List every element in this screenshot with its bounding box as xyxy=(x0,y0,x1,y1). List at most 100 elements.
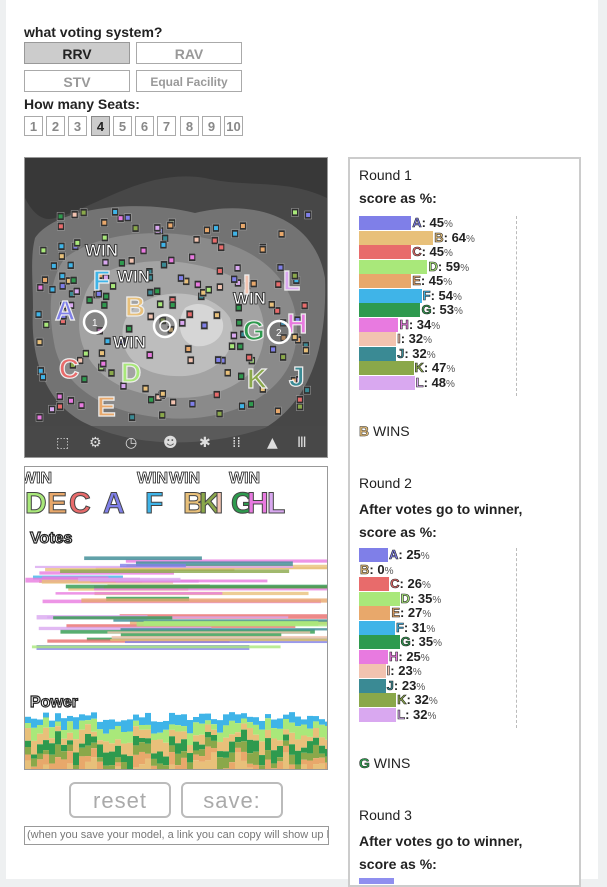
power-cell xyxy=(25,723,31,729)
candidate-marker-F[interactable]: F xyxy=(92,264,110,296)
voter-map-canvas[interactable]: ⬚ ⚙ ◷ ☻ ✱ ⁞⁞ ▲ Ⅲ WIN WIN WIN WIN A B C D E F G H I J K… xyxy=(24,157,328,458)
candidate-marker-I[interactable]: I xyxy=(242,268,251,300)
candidate-marker-C[interactable]: C xyxy=(58,352,79,384)
score-bar-H xyxy=(359,649,388,664)
candidate-marker-B[interactable]: B xyxy=(124,290,145,322)
power-cell xyxy=(109,743,115,752)
vote-line xyxy=(125,559,327,563)
power-cell xyxy=(97,761,103,769)
voter-center-handle[interactable]: 2 xyxy=(266,319,292,345)
rrv-button[interactable]: RRV xyxy=(24,42,130,64)
strip-candidate-G: G xyxy=(231,487,254,520)
equal-facility-button[interactable]: Equal Facility xyxy=(136,70,242,92)
reset-button[interactable]: reset xyxy=(69,782,171,818)
clock-icon[interactable]: ◷ xyxy=(125,435,137,451)
voting-system-question: what voting system? xyxy=(24,24,163,40)
face-icon[interactable]: ☻ xyxy=(163,435,178,451)
power-cell xyxy=(115,739,121,746)
voter-marker xyxy=(291,271,299,281)
power-cell xyxy=(319,763,325,769)
power-cell xyxy=(283,752,289,769)
seat-option-10[interactable]: 10 xyxy=(224,116,243,136)
power-cell xyxy=(301,747,307,753)
stv-button[interactable]: STV xyxy=(24,70,130,92)
power-cell xyxy=(211,740,217,749)
power-cell xyxy=(163,742,169,757)
power-cell xyxy=(289,712,295,723)
power-cell xyxy=(43,750,49,755)
voter-center-handle[interactable]: 1 xyxy=(82,309,108,335)
power-cell xyxy=(235,752,241,769)
gear-icon[interactable]: ⚙ xyxy=(89,435,102,451)
score-bar-F xyxy=(359,288,422,303)
seat-option-7[interactable]: 7 xyxy=(157,116,176,136)
power-cell xyxy=(205,724,211,732)
power-cell xyxy=(115,757,121,763)
power-cell xyxy=(91,712,97,719)
power-cell xyxy=(223,751,229,758)
strip-candidate-B: B xyxy=(183,487,205,520)
voter-marker xyxy=(82,349,90,358)
power-cell xyxy=(31,718,37,728)
power-cell xyxy=(43,764,49,769)
triangle-icon[interactable]: ▲ xyxy=(267,435,278,451)
power-cell xyxy=(229,720,235,735)
power-label: Power xyxy=(30,694,78,711)
seat-option-5[interactable]: 5 xyxy=(113,116,132,136)
score-label-H: H: 34% xyxy=(399,316,441,332)
seat-option-4[interactable]: 4 xyxy=(91,116,110,136)
pillar-icon[interactable]: Ⅲ xyxy=(297,435,307,451)
vote-line xyxy=(42,576,109,580)
candidate-marker-D[interactable]: D xyxy=(120,356,141,388)
power-cell xyxy=(229,741,235,753)
svg-text:1: 1 xyxy=(92,318,98,329)
score-row-J: J: 23% xyxy=(359,678,519,694)
seat-option-6[interactable]: 6 xyxy=(135,116,154,136)
candidate-marker-L[interactable]: L xyxy=(282,264,300,296)
candidate-marker-K[interactable]: K xyxy=(246,362,267,394)
candidate-marker-A[interactable]: A xyxy=(54,294,75,326)
rav-button[interactable]: RAV xyxy=(136,42,242,64)
grid-icon[interactable]: ⁞⁞ xyxy=(232,435,241,451)
seat-option-1[interactable]: 1 xyxy=(24,116,43,136)
candidate-marker-G[interactable]: G xyxy=(242,314,265,346)
round-1-bars: A: 45% B: 64% C: 45% D: 59% E: 45% F: 54% G: 5… xyxy=(359,215,519,390)
voter-marker xyxy=(237,372,245,381)
voter-marker xyxy=(273,306,281,316)
power-cell xyxy=(289,754,295,765)
strip-win-label: WIN xyxy=(25,470,52,487)
power-cell xyxy=(241,718,247,724)
power-cell xyxy=(151,740,157,754)
vote-line xyxy=(78,577,181,582)
seat-option-9[interactable]: 9 xyxy=(202,116,221,136)
candidate-marker-H[interactable]: H xyxy=(286,307,307,339)
save-link-field[interactable]: (when you save your model, a link you ca… xyxy=(24,826,329,845)
candidate-marker-E[interactable]: E xyxy=(96,390,116,422)
candidate-marker-J[interactable]: J xyxy=(288,360,305,392)
power-cell xyxy=(139,751,145,765)
voter-marker xyxy=(35,337,44,347)
voter-center-handle[interactable] xyxy=(152,313,178,339)
save-button[interactable]: save: xyxy=(181,782,283,818)
strip-candidate-K: K xyxy=(199,487,221,520)
voter-marker xyxy=(188,399,197,409)
seat-option-8[interactable]: 8 xyxy=(180,116,199,136)
power-cell xyxy=(49,763,55,769)
power-cell xyxy=(181,739,187,752)
seat-option-3[interactable]: 3 xyxy=(68,116,87,136)
voter-map-svg[interactable]: ⬚ ⚙ ◷ ☻ ✱ ⁞⁞ ▲ Ⅲ WIN WIN WIN WIN A B C DE F G H I JK… xyxy=(25,158,327,457)
crowd-icon[interactable]: ✱ xyxy=(199,435,211,451)
voter-icon[interactable]: ⬚ xyxy=(56,435,69,451)
seat-option-2[interactable]: 2 xyxy=(46,116,65,136)
score-bar-C xyxy=(359,577,390,591)
voter-marker xyxy=(159,240,168,250)
power-cell xyxy=(199,744,205,750)
strip-candidate-H: H xyxy=(247,487,269,520)
score-label-K: K: 32% xyxy=(397,692,438,707)
voter-marker xyxy=(166,221,175,230)
score-bar-L xyxy=(359,375,415,390)
power-cell xyxy=(241,751,247,761)
power-cell xyxy=(265,738,271,751)
score-label-C: C: 45% xyxy=(412,244,453,259)
voter-marker xyxy=(184,344,193,354)
